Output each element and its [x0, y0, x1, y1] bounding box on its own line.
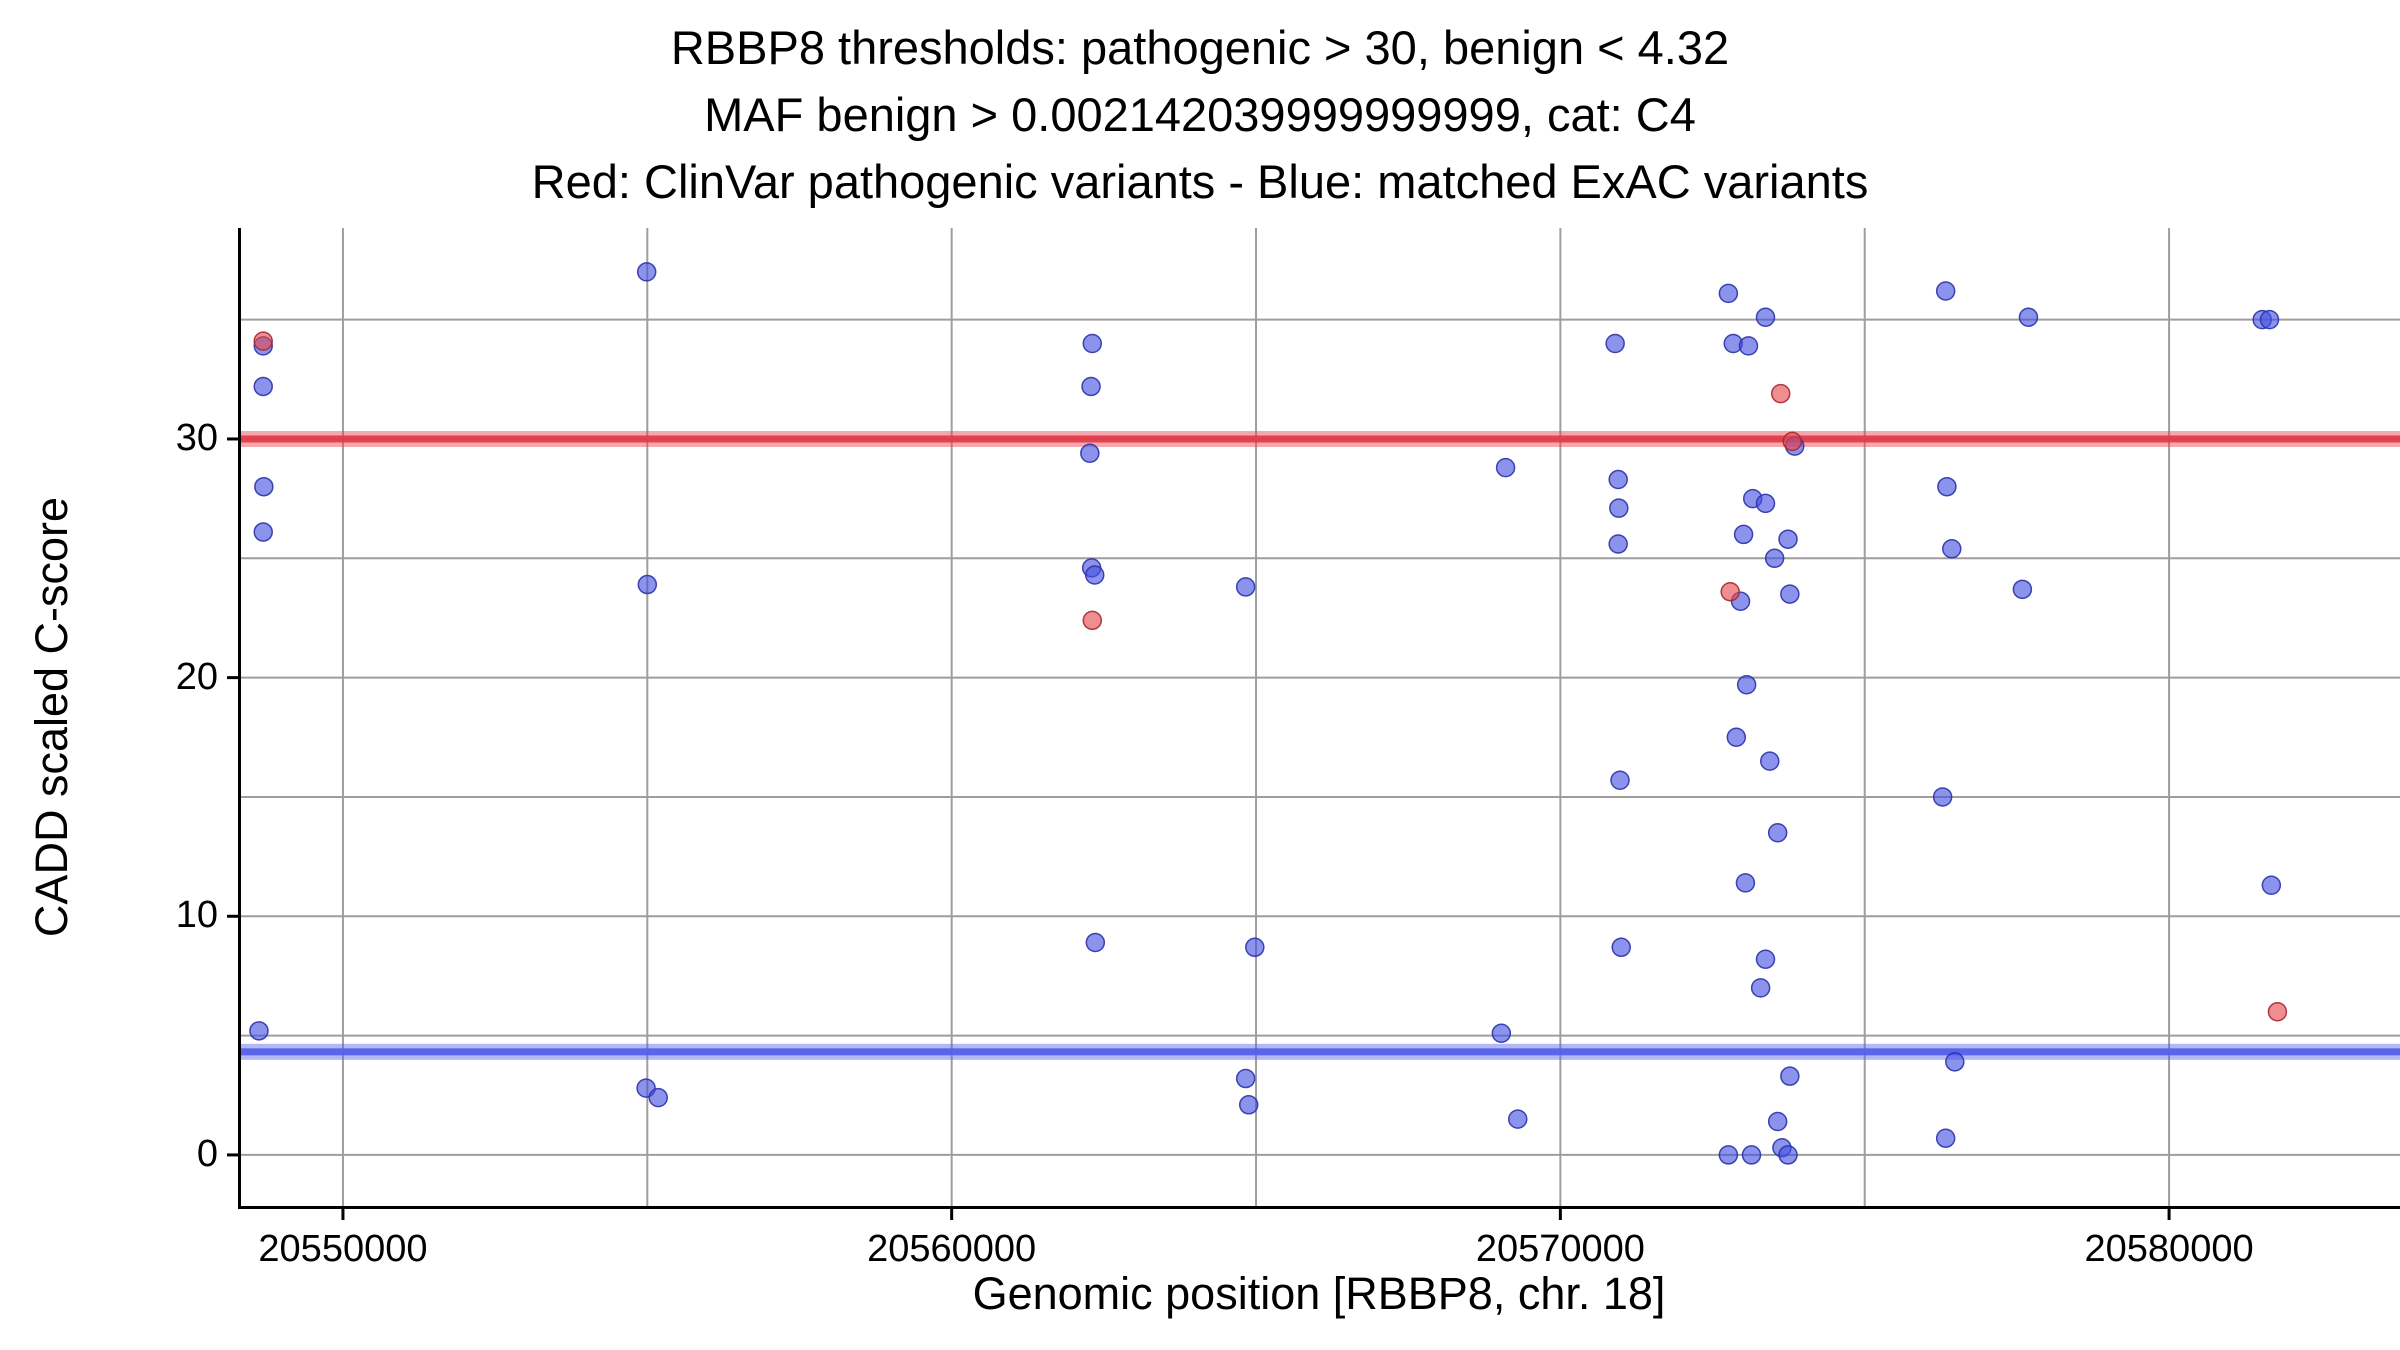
- data-point-exac: [1755, 949, 1776, 969]
- data-point-exac: [1245, 937, 1265, 958]
- data-point-clinvar: [1082, 610, 1103, 631]
- data-point-clinvar: [1770, 383, 1791, 404]
- data-point-exac: [1733, 524, 1754, 545]
- data-point-exac: [1935, 281, 1956, 301]
- chart-title-line-2: MAF benign > 0.002142039999999999, cat: …: [704, 88, 1696, 141]
- x-tick-label: 20560000: [867, 1228, 1037, 1270]
- y-axis-title: CADD scaled C-score: [26, 496, 77, 938]
- data-point-clinvar: [1720, 581, 1740, 602]
- y-tick-label: 10: [175, 894, 218, 937]
- x-axis-title: Genomic position [RBBP8, chr. 18]: [972, 1268, 1666, 1319]
- threshold-line-benign: [241, 1048, 2400, 1056]
- data-point-exac: [1238, 1095, 1259, 1115]
- data-point-exac: [2018, 307, 2039, 328]
- chart-title-line-3: Red: ClinVar pathogenic variants - Blue:…: [531, 155, 1869, 208]
- data-point-exac: [1491, 1023, 1512, 1043]
- data-point-exac: [1735, 873, 1756, 893]
- data-point-exac: [1235, 577, 1256, 597]
- data-point-exac: [1609, 498, 1629, 518]
- data-point-exac: [1945, 1052, 1965, 1072]
- data-point-exac: [1778, 1145, 1798, 1165]
- data-point-exac: [1718, 1145, 1739, 1165]
- data-point-exac: [1767, 822, 1788, 843]
- data-point-exac: [1780, 1066, 1800, 1086]
- data-point-exac: [253, 376, 273, 397]
- data-point-exac: [1755, 307, 1776, 328]
- data-point-exac: [1942, 538, 1962, 559]
- data-point-exac: [2259, 309, 2280, 330]
- data-point-clinvar: [2267, 1001, 2288, 1022]
- data-point-exac: [1611, 937, 1631, 958]
- data-point-exac: [1080, 443, 1100, 464]
- data-point-exac: [1495, 457, 1516, 478]
- data-point-exac: [1082, 333, 1103, 354]
- data-point-exac: [1718, 283, 1739, 304]
- data-point-exac: [1736, 675, 1757, 695]
- x-tick-label: 20570000: [1475, 1228, 1645, 1270]
- data-point-exac: [1084, 565, 1105, 585]
- threshold-line-pathogenic: [241, 435, 2400, 443]
- data-point-exac: [1610, 770, 1630, 790]
- data-point-exac: [636, 262, 657, 282]
- data-point-clinvar: [253, 331, 273, 351]
- data-point-exac: [1935, 1128, 1956, 1148]
- data-point-exac: [1508, 1109, 1528, 1129]
- data-point-exac: [1085, 932, 1106, 953]
- data-point-exac: [1755, 493, 1776, 514]
- x-tick-label: 20580000: [2084, 1228, 2254, 1270]
- data-point-exac: [1764, 548, 1785, 569]
- data-point-clinvar: [1782, 431, 1803, 452]
- data-point-exac: [1235, 1068, 1256, 1089]
- data-point-exac: [1750, 978, 1771, 998]
- chart-title: RBBP8 thresholds: pathogenic > 30, benig…: [0, 14, 2400, 215]
- data-point-exac: [1738, 336, 1759, 356]
- data-point-exac: [1081, 376, 1101, 397]
- data-point-exac: [249, 1021, 269, 1041]
- data-point-exac: [1767, 1111, 1788, 1132]
- y-tick-label: 0: [196, 1132, 218, 1175]
- data-point-exac: [1608, 534, 1628, 554]
- data-point-exac: [2012, 579, 2033, 600]
- data-point-exac: [1726, 727, 1747, 748]
- data-point-exac: [1760, 751, 1780, 771]
- data-point-exac: [1605, 333, 1625, 354]
- y-tick-label: 20: [175, 655, 218, 698]
- data-point-exac: [1937, 476, 1957, 497]
- data-point-exac: [648, 1087, 669, 1108]
- chart-canvas: [227, 228, 2400, 1220]
- data-point-exac: [637, 574, 658, 595]
- chart-title-line-1: RBBP8 thresholds: pathogenic > 30, benig…: [670, 21, 1730, 74]
- data-point-exac: [1608, 469, 1628, 490]
- x-tick-label: 20550000: [258, 1228, 428, 1270]
- data-point-exac: [253, 522, 273, 542]
- data-point-exac: [1778, 529, 1798, 549]
- data-point-exac: [2261, 875, 2282, 896]
- plot-panel: [227, 228, 2400, 1220]
- data-point-exac: [254, 476, 274, 497]
- y-tick-label: 30: [175, 416, 218, 459]
- data-point-exac: [1780, 584, 1800, 604]
- data-point-exac: [1741, 1145, 1762, 1165]
- data-point-exac: [1932, 787, 1953, 807]
